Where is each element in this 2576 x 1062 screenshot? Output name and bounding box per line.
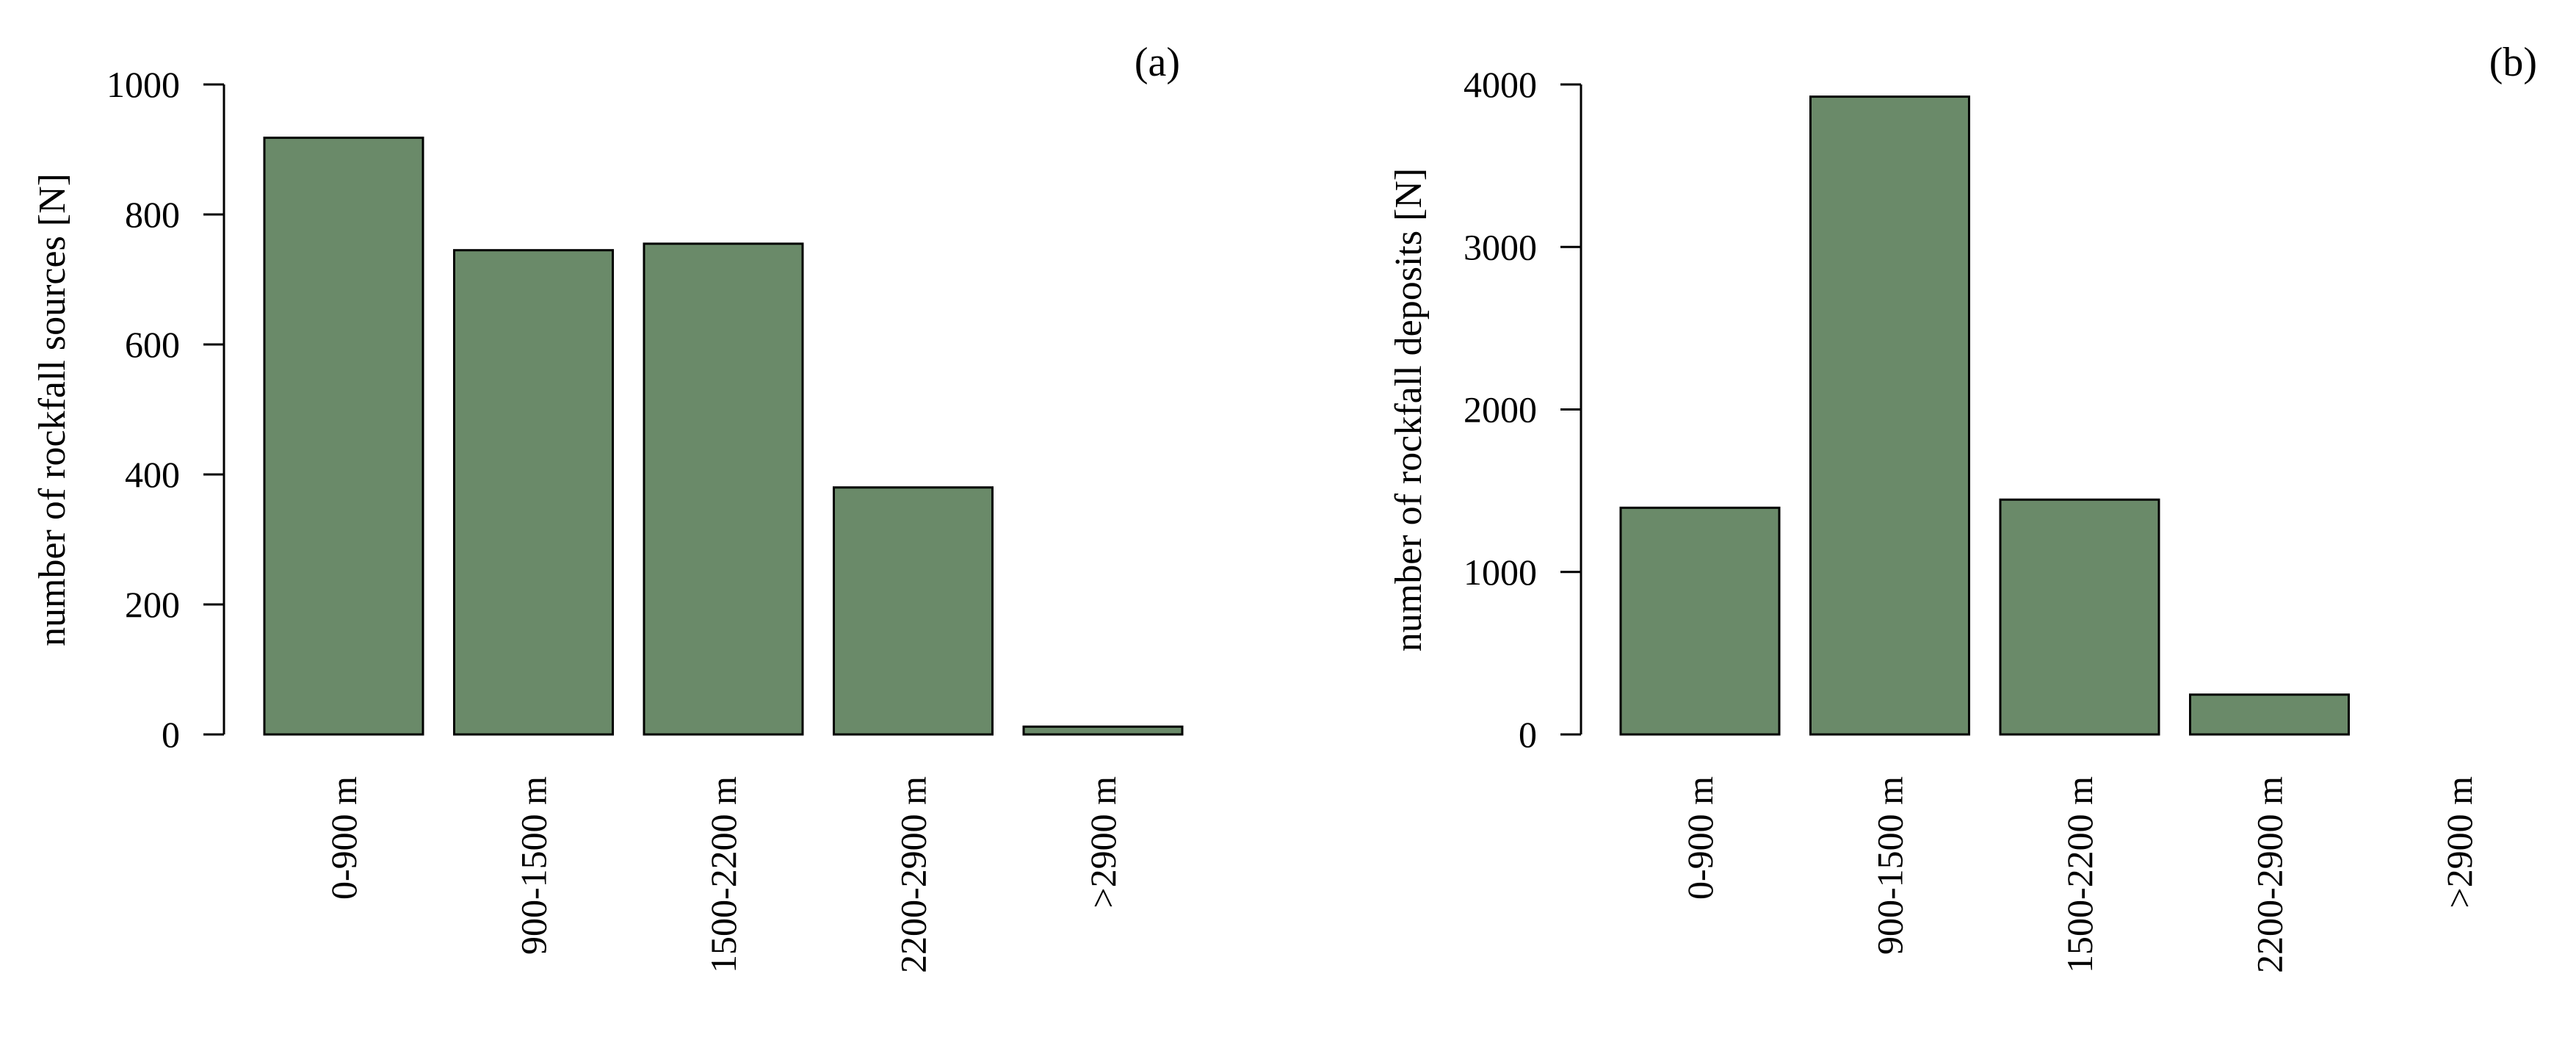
y-tick-label: 0: [1519, 714, 1537, 755]
chart-panel-a: 0 200 400 600 800 1000 0-900 m 900-1500 m 1500-…: [32, 40, 1184, 973]
x-tick-label: 1500-2200 m: [703, 776, 744, 973]
x-axis-tick-labels: 0-900 m 900-1500 m 1500-2200 m 2200-2900 m >…: [323, 776, 1124, 973]
x-tick-label: 0-900 m: [323, 776, 364, 900]
y-tick-label: 3000: [1464, 226, 1537, 267]
bar: [453, 249, 614, 736]
x-tick-label: 900-1500 m: [513, 776, 554, 955]
y-tick-label: 2000: [1464, 389, 1537, 430]
y-axis-ticks: 0 200 400 600 800 1000: [106, 64, 224, 755]
x-tick-label: 2200-2900 m: [893, 776, 934, 973]
bars: [1619, 95, 2350, 736]
y-tick-label: 600: [125, 324, 180, 365]
x-axis-tick-labels: 0-900 m 900-1500 m 1500-2200 m 2200-2900 m >…: [1679, 776, 2480, 973]
bar: [1022, 725, 1184, 736]
bar: [2189, 693, 2350, 736]
x-tick-label: 900-1500 m: [1870, 776, 1911, 955]
bars: [263, 137, 1184, 736]
panel-label: (b): [2489, 40, 2537, 85]
bar: [643, 242, 804, 736]
y-tick-label: 800: [125, 194, 180, 235]
x-tick-label: 1500-2200 m: [2059, 776, 2100, 973]
x-tick-label: 2200-2900 m: [2249, 776, 2290, 973]
y-tick-label: 200: [125, 584, 180, 625]
x-tick-label: >2900 m: [2439, 776, 2480, 909]
y-axis-label: number of rockfall deposits [N]: [1388, 168, 1430, 651]
bar: [263, 137, 424, 736]
x-tick-label: 0-900 m: [1679, 776, 1721, 900]
bar: [833, 486, 994, 736]
x-tick-label: >2900 m: [1082, 776, 1124, 909]
y-tick-label: 0: [162, 714, 180, 755]
y-tick-label: 1000: [106, 64, 180, 105]
y-axis-label: number of rockfall sources [N]: [32, 173, 73, 646]
y-tick-label: 4000: [1464, 64, 1537, 105]
bar: [1809, 95, 1970, 736]
chart-panel-b: 0 1000 2000 3000 4000 0-900 m 900-1500 m 1500-…: [1388, 40, 2537, 973]
panel-label: (a): [1135, 40, 1180, 85]
y-tick-label: 1000: [1464, 552, 1537, 593]
bar: [1619, 506, 1781, 736]
y-axis-ticks: 0 1000 2000 3000 4000: [1464, 64, 1581, 755]
y-tick-label: 400: [125, 454, 180, 495]
bar: [1999, 498, 2160, 736]
